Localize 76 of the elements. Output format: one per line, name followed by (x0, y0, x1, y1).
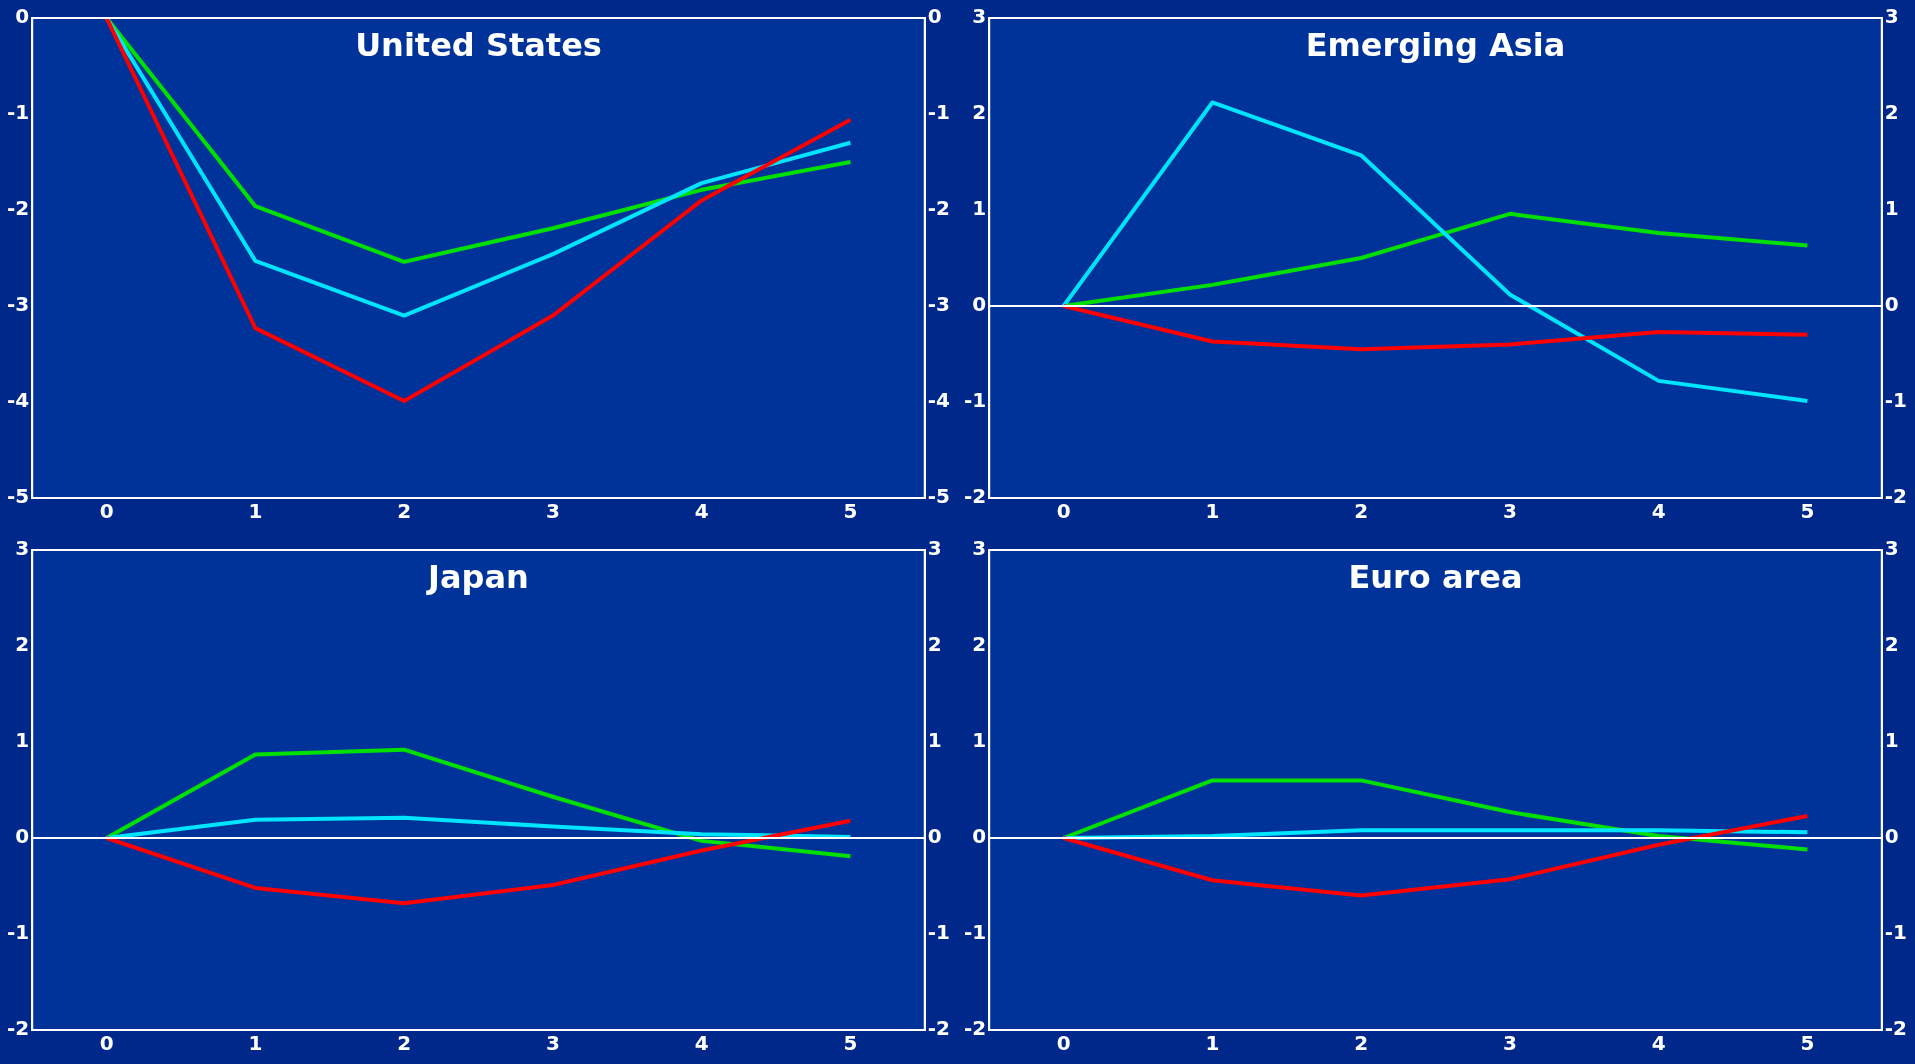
y-tick-label: -2 (7, 1016, 30, 1041)
y-tick-label: 2 (972, 100, 987, 125)
x-tick-label: 3 (545, 1031, 560, 1056)
x-tick-label: 0 (99, 499, 114, 524)
y2-tick-label: -4 (927, 388, 950, 413)
y2-tick-label: -2 (927, 196, 950, 221)
y2-tick-label: 0 (1884, 292, 1899, 317)
x-tick-label: 4 (1651, 499, 1666, 524)
y2-tick-label: -5 (927, 484, 950, 509)
y-tick-label: 3 (15, 536, 30, 561)
chart-title: Emerging Asia (1305, 26, 1566, 65)
y-tick-label: -3 (7, 292, 30, 317)
x-tick-label: 0 (99, 1031, 114, 1056)
chart-title: Japan (426, 558, 529, 597)
y-tick-label: -2 (7, 196, 30, 221)
chart-title: United States (355, 26, 602, 65)
y2-tick-label: 1 (1884, 196, 1899, 221)
x-tick-label: 3 (545, 499, 560, 524)
y-tick-label: 1 (15, 728, 30, 753)
y2-tick-label: -1 (927, 100, 950, 125)
x-tick-label: 1 (248, 1031, 263, 1056)
x-tick-label: 3 (1502, 1031, 1517, 1056)
y2-tick-label: -1 (1884, 920, 1907, 945)
x-tick-label: 1 (248, 499, 263, 524)
y2-tick-label: -1 (1884, 388, 1907, 413)
y-tick-label: 3 (972, 4, 987, 29)
x-tick-label: 1 (1205, 1031, 1220, 1056)
y-tick-label: -5 (7, 484, 30, 509)
chart-title: Euro area (1348, 558, 1523, 597)
x-tick-label: 5 (1800, 1031, 1815, 1056)
y-tick-label: -1 (7, 920, 30, 945)
y-tick-label: 3 (972, 536, 987, 561)
x-tick-label: 5 (843, 499, 858, 524)
y2-tick-label: 2 (927, 632, 942, 657)
x-tick-label: 2 (1354, 499, 1369, 524)
y2-tick-label: -2 (1884, 1016, 1907, 1041)
x-tick-label: 5 (843, 1031, 858, 1056)
y-tick-label: -4 (7, 388, 30, 413)
x-tick-label: 4 (694, 499, 709, 524)
y2-tick-label: -1 (927, 920, 950, 945)
y-tick-label: 2 (972, 632, 987, 657)
y2-tick-label: 0 (1884, 824, 1899, 849)
y-tick-label: 0 (15, 4, 30, 29)
y-tick-label: -1 (964, 388, 987, 413)
y-tick-label: 2 (15, 632, 30, 657)
y-tick-label: 0 (972, 292, 987, 317)
x-tick-label: 3 (1502, 499, 1517, 524)
y-tick-label: 0 (15, 824, 30, 849)
x-tick-label: 0 (1056, 499, 1071, 524)
x-tick-label: 2 (1354, 1031, 1369, 1056)
y2-tick-label: 3 (1884, 4, 1899, 29)
x-tick-label: 1 (1205, 499, 1220, 524)
y2-tick-label: 1 (927, 728, 942, 753)
y-tick-label: 0 (972, 824, 987, 849)
x-tick-label: 4 (1651, 1031, 1666, 1056)
y-tick-label: -1 (7, 100, 30, 125)
y2-tick-label: 0 (927, 4, 942, 29)
y2-tick-label: -2 (1884, 484, 1907, 509)
y-tick-label: 1 (972, 728, 987, 753)
y-tick-label: -1 (964, 920, 987, 945)
y2-tick-label: -3 (927, 292, 950, 317)
x-tick-label: 5 (1800, 499, 1815, 524)
y2-tick-label: 3 (927, 536, 942, 561)
y2-tick-label: -2 (927, 1016, 950, 1041)
y-tick-label: 1 (972, 196, 987, 221)
y2-tick-label: 1 (1884, 728, 1899, 753)
y-tick-label: -2 (964, 1016, 987, 1041)
y2-tick-label: 3 (1884, 536, 1899, 561)
x-tick-label: 4 (694, 1031, 709, 1056)
x-tick-label: 2 (397, 499, 412, 524)
y2-tick-label: 0 (927, 824, 942, 849)
x-tick-label: 2 (397, 1031, 412, 1056)
y2-tick-label: 2 (1884, 100, 1899, 125)
x-tick-label: 0 (1056, 1031, 1071, 1056)
y2-tick-label: 2 (1884, 632, 1899, 657)
y-tick-label: -2 (964, 484, 987, 509)
